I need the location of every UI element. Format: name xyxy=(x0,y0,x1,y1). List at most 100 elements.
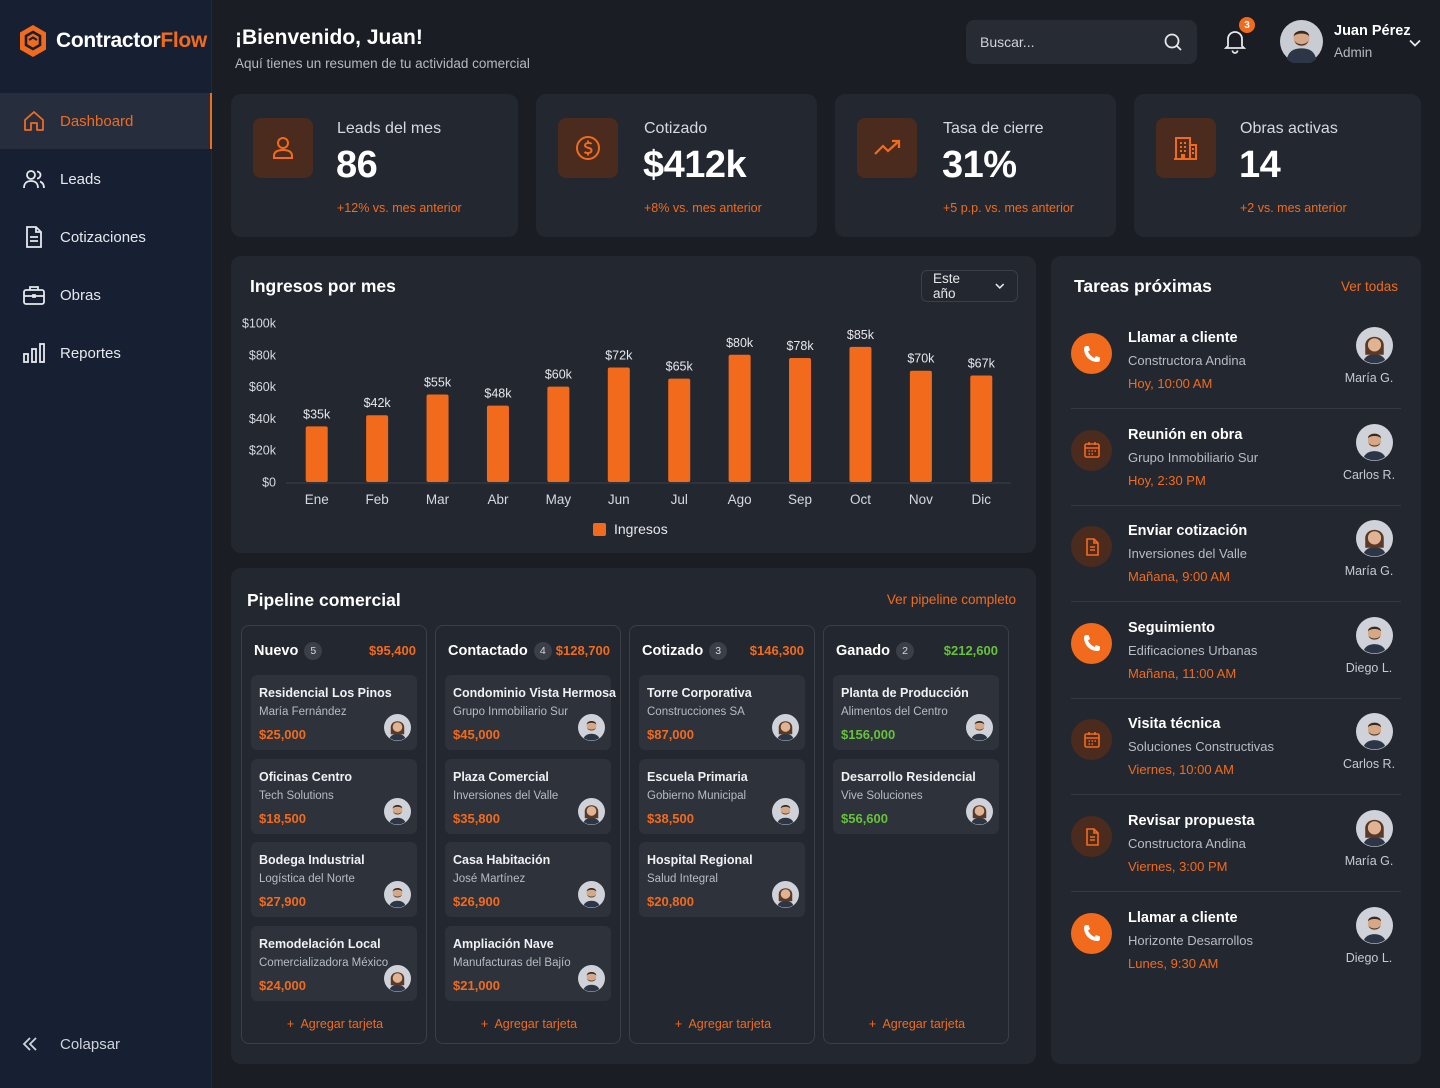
task-item[interactable]: Revisar propuesta Constructora Andina Vi… xyxy=(1071,795,1401,892)
page-subtitle: Aquí tienes un resumen de tu actividad c… xyxy=(235,56,530,71)
deal-card[interactable]: Desarrollo Residencial Vive Soluciones $… xyxy=(833,758,999,834)
deal-amount: $156,000 xyxy=(841,727,896,742)
deal-card[interactable]: Plaza Comercial Inversiones del Valle $3… xyxy=(445,758,611,834)
tasks-title: Tareas próximas xyxy=(1074,276,1212,296)
deal-card[interactable]: Condominio Vista Hermosa Grupo Inmobilia… xyxy=(445,675,616,750)
task-assignee: María G. xyxy=(1344,854,1394,868)
bar-abr[interactable] xyxy=(486,405,509,482)
users-icon xyxy=(23,170,45,189)
deal-card[interactable]: Torre Corporativa Construcciones SA $87,… xyxy=(639,675,805,750)
deal-company: José Martínez xyxy=(453,873,526,885)
range-select[interactable]: Este año xyxy=(921,270,1018,302)
kpi-card-obras-activas[interactable]: Obras activas 14 +2 vs. mes anterior xyxy=(1134,94,1421,237)
task-item[interactable]: Visita técnica Soluciones Constructivas … xyxy=(1071,698,1401,796)
deal-amount: $26,900 xyxy=(453,894,500,909)
deal-company: Logística del Norte xyxy=(259,873,355,885)
nav-item-reportes[interactable]: Reportes xyxy=(0,325,212,381)
bar-mar[interactable] xyxy=(426,394,449,482)
collapse-sidebar-button[interactable]: Colapsar xyxy=(20,1034,120,1054)
pipeline-column-nuevo: Nuevo 5 $95,400 Residencial Los Pinos Ma… xyxy=(241,625,427,1044)
task-assignee: Diego L. xyxy=(1345,660,1393,675)
avatar xyxy=(772,797,799,825)
task-icon-box xyxy=(1071,333,1112,374)
kpi-card-leads[interactable]: Leads del mes 86 +12% vs. mes anterior xyxy=(231,94,518,237)
kpi-icon-box xyxy=(558,118,618,178)
nav-item-dashboard[interactable]: Dashboard xyxy=(0,93,212,149)
deal-card[interactable]: Hospital Regional Salud Integral $20,800 xyxy=(639,842,805,917)
deal-card[interactable]: Bodega Industrial Logística del Norte $2… xyxy=(251,842,417,917)
bar-feb[interactable] xyxy=(366,415,389,482)
task-title: Reunión en obra xyxy=(1128,426,1243,443)
deal-card[interactable]: Planta de Producción Alimentos del Centr… xyxy=(833,675,999,750)
range-select-value: Este año xyxy=(933,271,961,301)
deal-card[interactable]: Oficinas Centro Tech Solutions $18,500 xyxy=(251,758,417,834)
app-logo[interactable]: ContractorFlow xyxy=(18,24,207,58)
task-item[interactable]: Llamar a cliente Horizonte Desarrollos L… xyxy=(1071,892,1401,989)
deal-amount: $21,000 xyxy=(453,977,500,993)
column-header: Contactado 4 xyxy=(448,642,552,660)
search-icon[interactable] xyxy=(1163,32,1183,52)
bar-nov[interactable] xyxy=(909,370,932,482)
deal-card[interactable]: Casa Habitación José Martínez $26,900 xyxy=(445,842,611,917)
add-card-button[interactable]: + Agregar tarjeta xyxy=(674,1017,772,1031)
nav-label: Obras xyxy=(60,286,101,304)
add-card-button[interactable]: + Agregar tarjeta xyxy=(868,1017,966,1031)
chevron-down-icon[interactable] xyxy=(1408,36,1422,50)
search-input[interactable] xyxy=(980,34,1163,50)
column-total: $146,300 xyxy=(749,643,804,658)
task-item[interactable]: Llamar a cliente Constructora Andina Hoy… xyxy=(1071,312,1401,409)
chart-title: Ingresos por mes xyxy=(250,276,396,296)
nav-item-cotizaciones[interactable]: Cotizaciones xyxy=(0,209,212,265)
add-card-button[interactable]: + Agregar tarjeta xyxy=(480,1017,578,1031)
bar-dic[interactable] xyxy=(970,375,993,482)
revenue-bar-chart: $0 $20k $40k $60k $80k $100k $35k Ene $42k Feb $55… xyxy=(242,317,1011,537)
task-item[interactable]: Seguimiento Edificaciones Urbanas Mañana… xyxy=(1071,602,1401,699)
bar-sep[interactable] xyxy=(789,357,812,482)
bar-value-label: $65k xyxy=(666,360,694,374)
bar-ene[interactable] xyxy=(305,426,328,482)
bar-oct[interactable] xyxy=(849,346,872,482)
bar-ago[interactable] xyxy=(728,354,751,482)
avatar xyxy=(384,964,411,992)
deal-title: Escuela Primaria xyxy=(647,769,748,784)
deal-amount: $35,800 xyxy=(453,810,500,826)
bar-value-label: $35k xyxy=(303,407,331,421)
bell-icon[interactable] xyxy=(1222,28,1248,54)
deal-card[interactable]: Residencial Los Pinos María Fernández $2… xyxy=(251,675,417,750)
view-pipeline-link[interactable]: Ver pipeline completo xyxy=(886,592,1016,607)
deal-amount: $24,000 xyxy=(259,977,306,993)
deal-card[interactable]: Remodelación Local Comercializadora Méxi… xyxy=(251,925,417,1001)
bar-jul[interactable] xyxy=(668,378,691,482)
kpi-card-tasa-cierre[interactable]: Tasa de cierre 31% +5 p.p. vs. mes anter… xyxy=(835,94,1116,237)
deal-company: Vive Soluciones xyxy=(841,789,923,802)
column-name: Ganado xyxy=(836,643,890,659)
add-card-button[interactable]: + Agregar tarjeta xyxy=(286,1017,384,1031)
deal-company: Grupo Inmobiliario Sur xyxy=(453,706,569,718)
calendar-icon xyxy=(1083,731,1100,748)
x-tick-label: Oct xyxy=(850,492,871,507)
bar-may[interactable] xyxy=(547,386,570,482)
user-avatar[interactable] xyxy=(1280,20,1323,63)
task-company: Edificaciones Urbanas xyxy=(1128,642,1258,658)
nav-item-obras[interactable]: Obras xyxy=(0,267,212,323)
task-item[interactable]: Enviar cotización Inversiones del Valle … xyxy=(1071,505,1401,603)
nav-item-leads[interactable]: Leads xyxy=(0,151,212,207)
deal-card[interactable]: Escuela Primaria Gobierno Municipal $38,… xyxy=(639,758,805,834)
view-all-tasks-link[interactable]: Ver todas xyxy=(1340,279,1398,294)
task-item[interactable]: Reunión en obra Grupo Inmobiliario Sur H… xyxy=(1071,409,1401,506)
kpi-delta: +12% vs. mes anterior xyxy=(337,201,462,215)
column-name: Contactado xyxy=(448,643,528,659)
kpi-label: Obras activas xyxy=(1240,120,1338,137)
task-company: Constructora Andina xyxy=(1128,836,1246,851)
kpi-card-cotizado[interactable]: Cotizado $412k +8% vs. mes anterior xyxy=(536,94,817,237)
deal-card[interactable]: Ampliación Nave Manufacturas del Bajío $… xyxy=(445,925,611,1001)
bar-jun[interactable] xyxy=(607,367,630,482)
user-name[interactable]: Juan Pérez xyxy=(1334,23,1411,39)
task-icon-box xyxy=(1071,429,1112,471)
bar-value-label: $42k xyxy=(364,396,392,410)
task-time: Hoy, 10:00 AM xyxy=(1128,376,1213,391)
deal-title: Plaza Comercial xyxy=(453,769,549,784)
add-card-label: Agregar tarjeta xyxy=(494,1017,578,1031)
y-tick-label: $20k xyxy=(249,444,277,458)
document-icon xyxy=(1085,537,1099,556)
